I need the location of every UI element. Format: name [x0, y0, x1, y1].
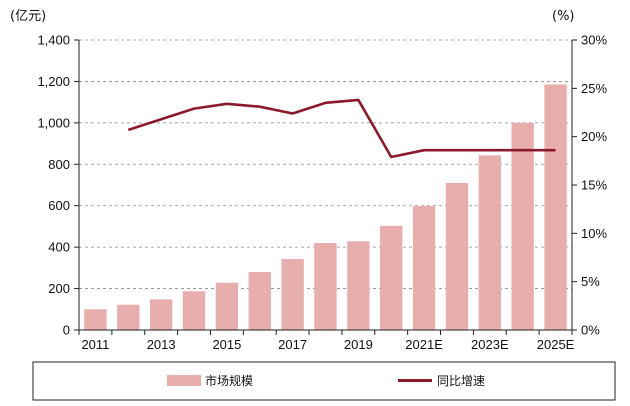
- left-tick-label: 1,000: [37, 115, 70, 130]
- left-tick-label: 200: [48, 281, 70, 296]
- growth-rate-line: [127, 98, 556, 159]
- bar-2018: [314, 243, 337, 330]
- bar-2016: [248, 272, 271, 330]
- x-tick-label: 2017: [278, 337, 307, 352]
- bar-2020: [380, 225, 403, 330]
- x-tick-label: 2015: [212, 337, 241, 352]
- line-series: [127, 98, 556, 159]
- bar-2019: [347, 241, 370, 330]
- left-tick-label: 0: [63, 323, 70, 338]
- left-axis-unit: (亿元): [10, 9, 46, 24]
- bar-2017: [281, 258, 304, 330]
- x-tick-label: 2011: [81, 337, 109, 352]
- x-tick-label: 2021E: [405, 337, 443, 352]
- left-tick-label: 1,200: [37, 74, 70, 89]
- right-tick-label: 10%: [581, 226, 607, 241]
- left-tick-label: 600: [48, 198, 70, 213]
- bar-2015: [215, 282, 239, 330]
- bar-2014: [182, 291, 206, 330]
- bar-series: [84, 84, 567, 331]
- bar-2023E: [478, 155, 502, 330]
- x-tick-label: 2025E: [537, 337, 575, 352]
- x-tick-label: 2013: [147, 337, 176, 352]
- right-tick-label: 30%: [581, 33, 607, 48]
- bar-2025E: [544, 84, 567, 331]
- right-tick-label: 20%: [581, 129, 607, 144]
- legend-label-line: 同比增速: [437, 374, 485, 388]
- legend-swatch-bar: [167, 375, 201, 386]
- right-tick-label: 15%: [581, 178, 607, 193]
- bar-2022E: [445, 182, 469, 330]
- legend-box: [32, 361, 616, 401]
- left-tick-label: 800: [48, 157, 70, 172]
- left-tick-label: 400: [48, 240, 70, 255]
- axes: 0 200 400 600 800 1,000 1,200 1,400 0% 5% 10% 15% 20…: [37, 33, 607, 353]
- bar-2021E: [412, 206, 436, 330]
- left-tick-label: 1,400: [37, 33, 70, 48]
- right-axis-unit: (%): [552, 9, 575, 24]
- bar-2011: [84, 309, 107, 330]
- right-tick-label: 25%: [581, 81, 607, 96]
- right-tick-label: 0%: [581, 323, 600, 338]
- x-tick-label: 2019: [344, 337, 373, 352]
- bar-2012: [117, 304, 140, 330]
- legend-label-bar: 市场规模: [205, 373, 253, 388]
- right-tick-label: 5%: [581, 274, 600, 289]
- x-tick-label: 2023E: [471, 337, 509, 352]
- bar-2013: [149, 299, 173, 330]
- legend: 市场规模 同比增速: [32, 361, 616, 401]
- bar-2024E: [511, 122, 534, 330]
